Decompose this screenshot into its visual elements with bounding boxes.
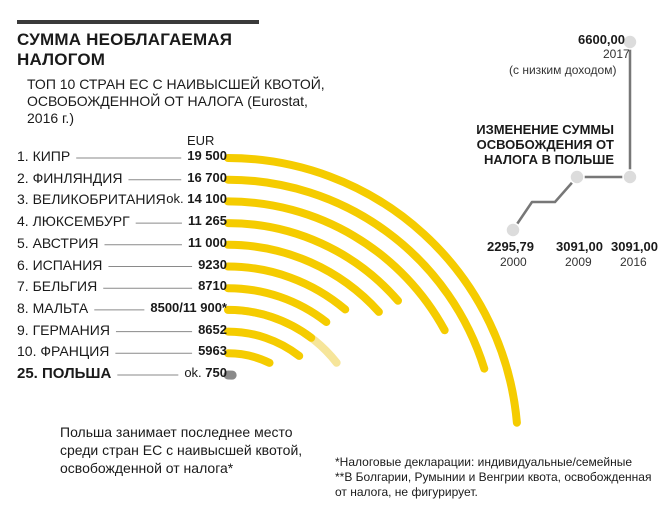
unit-label: EUR — [187, 133, 215, 148]
line-point — [505, 222, 521, 238]
inset-title: ИЗМЕНЕНИЕ СУММЫ ОСВОБОЖДЕНИЯ ОТ НАЛОГА В… — [476, 122, 614, 167]
arc-bar — [224, 219, 402, 305]
country-value: 5963 — [198, 343, 227, 359]
title-rule — [17, 20, 259, 24]
footnote-1: *Налоговые декларации: индивидуальные/се… — [335, 455, 633, 469]
country-value: ok. 750 — [184, 365, 227, 380]
country-label: 4. ЛЮКСЕМБУРГ — [17, 213, 130, 230]
country-value: 19 500 — [187, 148, 227, 163]
note-left: Польша занимает последнее место среди ст… — [60, 424, 303, 476]
point-year: 2009 — [565, 255, 592, 269]
point-value: 2295,79 — [487, 239, 534, 254]
country-row: 6. ИСПАНИЯ 9230 — [17, 256, 227, 276]
country-value: 8652 — [198, 321, 227, 337]
country-label: 5. АВСТРИЯ — [17, 234, 99, 251]
country-value: 8500/11 900* — [150, 299, 227, 315]
country-label: 1. КИПР — [17, 148, 71, 164]
arc-bar — [224, 262, 350, 314]
arc-bar — [224, 327, 304, 360]
country-row: 2. ФИНЛЯНДИЯ 16 700 — [17, 169, 227, 189]
point-note: (с низким доходом) — [509, 63, 617, 77]
country-row: 4. ЛЮКСЕМБУРГ 11 265 — [17, 212, 227, 232]
country-row: 10. ФРАНЦИЯ 5963 — [17, 342, 227, 362]
arc-bar — [224, 240, 383, 316]
country-value: 16 700 — [187, 169, 227, 185]
arc-bar — [224, 349, 274, 367]
arc-bar — [224, 175, 489, 373]
country-value: 8710 — [198, 278, 227, 294]
arc-bar — [224, 305, 316, 342]
country-row: 1. КИПР 19 500 — [17, 147, 227, 167]
point-year: 2016 — [620, 255, 647, 269]
country-value: 9230 — [198, 256, 227, 272]
arc-bar — [224, 284, 331, 327]
point-value: 3091,00 — [556, 239, 603, 254]
country-value: ok. 14 100 — [166, 191, 227, 207]
line-point — [622, 169, 638, 185]
country-row: 3. ВЕЛИКОБРИТАНИЯ ok. 14 100 — [17, 190, 227, 210]
country-label: 2. ФИНЛЯНДИЯ — [17, 169, 123, 186]
arc-bar — [224, 154, 521, 427]
point-value: 3091,00 — [611, 239, 658, 254]
point-year: 2000 — [500, 255, 527, 269]
country-row: 8. МАЛЬТА 8500/11 900* — [17, 299, 227, 319]
chart-subtitle: ТОП 10 СТРАН ЕС С НАИВЫСШЕЙ КВОТОЙ, ОСВО… — [27, 76, 325, 126]
poland-line-chart — [505, 34, 638, 238]
country-value: 11 000 — [187, 234, 227, 250]
country-label: 3. ВЕЛИКОБРИТАНИЯ — [17, 191, 166, 208]
country-label: 6. ИСПАНИЯ — [17, 256, 103, 273]
country-label: 7. БЕЛЬГИЯ — [17, 278, 98, 295]
radial-arcs — [223, 154, 521, 427]
poland-line — [511, 42, 632, 231]
country-label: 9. ГЕРМАНИЯ — [17, 321, 110, 338]
chart-title: СУММА НЕОБЛАГАЕМАЯ НАЛОГОМ — [17, 30, 233, 69]
country-label: 25. ПОЛЬША — [17, 365, 112, 382]
country-value: 11 265 — [187, 213, 227, 229]
point-value: 6600,00 — [578, 32, 625, 47]
country-row: 5. АВСТРИЯ 11 000 — [17, 234, 227, 254]
country-label: 8. МАЛЬТА — [17, 299, 89, 316]
country-row: 9. ГЕРМАНИЯ 8652 — [17, 321, 227, 341]
note-right: *Налоговые декларации: индивидуальные/се… — [335, 455, 660, 500]
line-point — [622, 34, 638, 50]
country-label: 10. ФРАНЦИЯ — [17, 343, 110, 360]
point-year: 2017 — [603, 47, 630, 61]
footnote-2: **В Болгарии, Румынии и Венгрии квота, о… — [335, 470, 652, 499]
country-row: 25. ПОЛЬША ok. 750 — [17, 364, 227, 384]
leader-lines — [76, 157, 193, 376]
arc-bar — [224, 197, 449, 335]
country-row: 7. БЕЛЬГИЯ 8710 — [17, 277, 227, 297]
line-point — [569, 169, 585, 185]
